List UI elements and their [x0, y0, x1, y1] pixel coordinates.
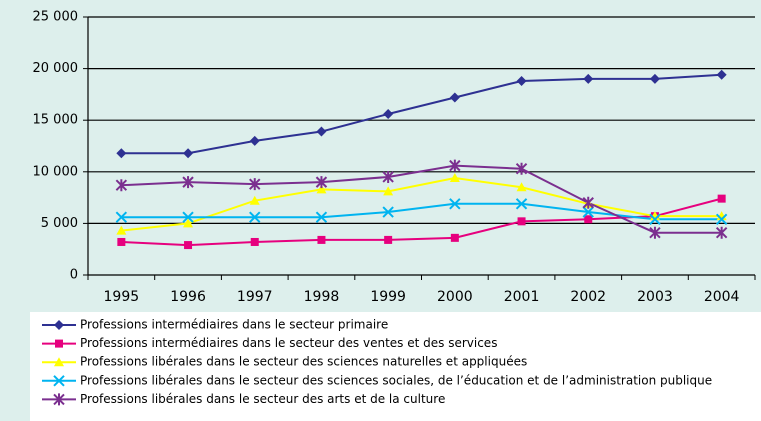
- data-point: [716, 69, 727, 80]
- data-point: [316, 126, 327, 137]
- y-tick-label: 5 000: [41, 216, 78, 231]
- data-point: [183, 148, 194, 159]
- data-point: [249, 178, 261, 191]
- x-tick-label: 1999: [370, 289, 406, 305]
- legend-marker: [53, 375, 65, 387]
- data-point: [516, 75, 527, 86]
- y-tick-label: 10 000: [33, 164, 79, 179]
- series-line: [121, 73, 722, 155]
- x-tick-label: 2001: [504, 289, 540, 305]
- data-point: [382, 206, 394, 218]
- data-point: [449, 198, 461, 210]
- data-point: [182, 176, 194, 189]
- data-point: [315, 211, 328, 223]
- series-line: [121, 176, 722, 232]
- data-point: [249, 211, 261, 223]
- data-point: [515, 162, 528, 175]
- data-point: [116, 148, 127, 159]
- data-point: [715, 226, 728, 239]
- data-point: [116, 225, 127, 235]
- data-point: [584, 215, 593, 224]
- data-point: [449, 159, 461, 172]
- data-point: [517, 217, 526, 226]
- legend-background: [30, 312, 761, 421]
- y-tick-label: 20 000: [33, 61, 79, 76]
- x-tick-label: 1996: [170, 289, 206, 305]
- data-point: [117, 237, 126, 246]
- x-tick-label: 2003: [637, 289, 673, 305]
- data-point: [649, 213, 661, 225]
- data-point: [649, 226, 661, 239]
- x-tick-label: 1995: [104, 289, 140, 305]
- series-line: [121, 164, 722, 234]
- legend-marker: [55, 339, 63, 348]
- legend-marker: [54, 320, 64, 330]
- x-tick-label: 1997: [237, 289, 273, 305]
- data-point: [384, 235, 393, 244]
- data-point: [449, 92, 460, 103]
- data-point: [250, 237, 259, 246]
- data-point: [317, 235, 326, 244]
- legend-label: Professions libérales dans le secteur de…: [80, 373, 712, 387]
- x-tick-label: 2004: [704, 289, 740, 305]
- data-point: [583, 73, 594, 84]
- data-point: [383, 109, 394, 120]
- data-point: [516, 182, 527, 192]
- data-point: [383, 186, 394, 196]
- data-point: [183, 218, 194, 228]
- x-tick-label: 2002: [570, 289, 606, 305]
- y-tick-label: 25 000: [33, 10, 79, 25]
- data-point: [316, 184, 327, 194]
- data-point: [717, 194, 726, 203]
- data-point: [582, 206, 594, 218]
- data-point: [449, 172, 460, 182]
- legend-label: Professions intermédiaires dans le secte…: [80, 336, 497, 350]
- y-tick-label: 0: [70, 268, 78, 283]
- data-point: [515, 198, 528, 210]
- series-line: [121, 202, 722, 221]
- legend-label: Professions libérales dans le secteur de…: [80, 355, 527, 369]
- legend-label: Professions libérales dans le secteur de…: [80, 392, 445, 406]
- data-point: [715, 213, 728, 225]
- data-point: [184, 241, 193, 250]
- legend-marker: [54, 357, 64, 367]
- data-point: [182, 211, 194, 223]
- data-point: [315, 176, 328, 189]
- data-point: [249, 135, 260, 146]
- x-tick-label: 1998: [304, 289, 340, 305]
- data-point: [582, 196, 594, 209]
- data-point: [649, 73, 660, 84]
- legend-marker: [53, 393, 65, 406]
- data-point: [249, 195, 260, 205]
- x-tick-label: 2000: [437, 289, 473, 305]
- y-tick-label: 15 000: [33, 113, 79, 128]
- data-point: [382, 170, 394, 183]
- data-point: [115, 211, 128, 223]
- data-point: [450, 233, 459, 242]
- data-point: [115, 179, 128, 192]
- legend-label: Professions intermédiaires dans le secte…: [80, 318, 388, 332]
